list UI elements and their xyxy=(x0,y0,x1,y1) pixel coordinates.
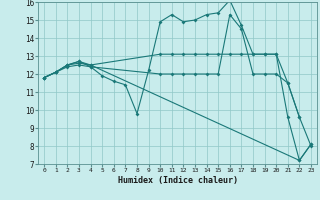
X-axis label: Humidex (Indice chaleur): Humidex (Indice chaleur) xyxy=(118,176,238,185)
